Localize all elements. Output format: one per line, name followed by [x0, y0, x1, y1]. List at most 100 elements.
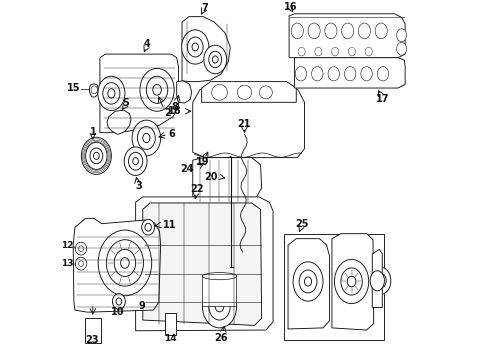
Ellipse shape [295, 67, 306, 81]
Text: 25: 25 [294, 219, 308, 229]
Ellipse shape [182, 30, 208, 64]
Ellipse shape [187, 37, 203, 57]
Ellipse shape [90, 148, 102, 164]
Ellipse shape [341, 23, 353, 39]
Polygon shape [288, 14, 404, 58]
Ellipse shape [374, 23, 386, 39]
Ellipse shape [102, 83, 120, 104]
Text: 6: 6 [167, 130, 174, 139]
Ellipse shape [299, 270, 316, 293]
Ellipse shape [144, 223, 151, 231]
Ellipse shape [334, 259, 368, 303]
Text: 8: 8 [171, 102, 178, 112]
Polygon shape [73, 218, 160, 312]
Ellipse shape [203, 45, 226, 74]
Text: 10: 10 [111, 307, 124, 317]
Text: 1: 1 [90, 127, 97, 136]
Ellipse shape [142, 219, 154, 235]
Polygon shape [287, 239, 329, 329]
Bar [283, 234, 384, 340]
Polygon shape [182, 17, 230, 82]
Text: 13: 13 [61, 259, 73, 268]
Ellipse shape [369, 271, 384, 291]
Ellipse shape [88, 326, 98, 337]
Ellipse shape [106, 240, 143, 286]
Text: 17: 17 [375, 94, 389, 104]
Ellipse shape [90, 329, 95, 334]
Ellipse shape [346, 276, 355, 287]
Ellipse shape [327, 67, 339, 81]
Text: 14: 14 [164, 334, 177, 343]
Ellipse shape [167, 328, 173, 334]
Ellipse shape [116, 298, 122, 305]
Ellipse shape [237, 85, 251, 99]
Ellipse shape [121, 257, 129, 268]
Text: 15: 15 [67, 83, 80, 93]
Text: 19: 19 [195, 157, 209, 167]
Polygon shape [201, 82, 296, 102]
Ellipse shape [202, 273, 236, 280]
Ellipse shape [377, 67, 388, 81]
Text: 12: 12 [61, 241, 73, 250]
Ellipse shape [360, 67, 371, 81]
Ellipse shape [340, 268, 362, 295]
Ellipse shape [98, 76, 124, 111]
Ellipse shape [128, 152, 142, 170]
Polygon shape [100, 54, 178, 132]
Text: 2: 2 [164, 108, 171, 118]
Polygon shape [89, 84, 98, 97]
Polygon shape [371, 249, 382, 307]
Ellipse shape [208, 51, 221, 68]
Ellipse shape [192, 43, 198, 51]
Ellipse shape [304, 277, 311, 286]
Polygon shape [294, 58, 404, 88]
Text: 24: 24 [180, 165, 193, 174]
Ellipse shape [133, 158, 138, 165]
Text: 3: 3 [135, 181, 142, 191]
Ellipse shape [212, 56, 218, 63]
Text: 26: 26 [214, 333, 227, 343]
Ellipse shape [132, 120, 160, 156]
Text: 22: 22 [190, 184, 203, 194]
Polygon shape [192, 158, 261, 204]
Ellipse shape [75, 257, 86, 270]
Bar [165, 313, 176, 335]
Ellipse shape [152, 85, 161, 95]
Ellipse shape [344, 67, 355, 81]
Ellipse shape [85, 142, 107, 170]
Ellipse shape [314, 48, 321, 56]
Ellipse shape [137, 127, 155, 149]
Ellipse shape [211, 85, 227, 100]
Ellipse shape [292, 262, 323, 301]
Text: 7: 7 [201, 3, 207, 13]
Ellipse shape [291, 23, 303, 39]
Ellipse shape [297, 48, 305, 56]
Ellipse shape [81, 137, 111, 174]
Ellipse shape [375, 274, 386, 288]
Ellipse shape [93, 152, 99, 159]
Text: 16: 16 [283, 2, 296, 12]
Ellipse shape [107, 89, 115, 98]
Ellipse shape [146, 76, 167, 103]
Ellipse shape [202, 285, 236, 328]
Text: 9: 9 [138, 301, 145, 311]
Ellipse shape [365, 48, 371, 56]
Ellipse shape [208, 293, 230, 320]
Text: 11: 11 [163, 220, 176, 230]
Polygon shape [176, 81, 191, 103]
Ellipse shape [167, 320, 174, 329]
Text: 20: 20 [203, 172, 217, 181]
Ellipse shape [324, 23, 336, 39]
Text: 4: 4 [144, 40, 150, 49]
Ellipse shape [215, 301, 224, 312]
Ellipse shape [98, 230, 151, 296]
Ellipse shape [396, 42, 406, 55]
Polygon shape [135, 197, 272, 331]
Ellipse shape [307, 23, 320, 39]
Ellipse shape [358, 23, 370, 39]
Ellipse shape [124, 147, 147, 175]
Polygon shape [331, 234, 373, 330]
Text: 21: 21 [237, 119, 251, 129]
Polygon shape [142, 203, 261, 325]
Text: 5: 5 [122, 98, 129, 108]
